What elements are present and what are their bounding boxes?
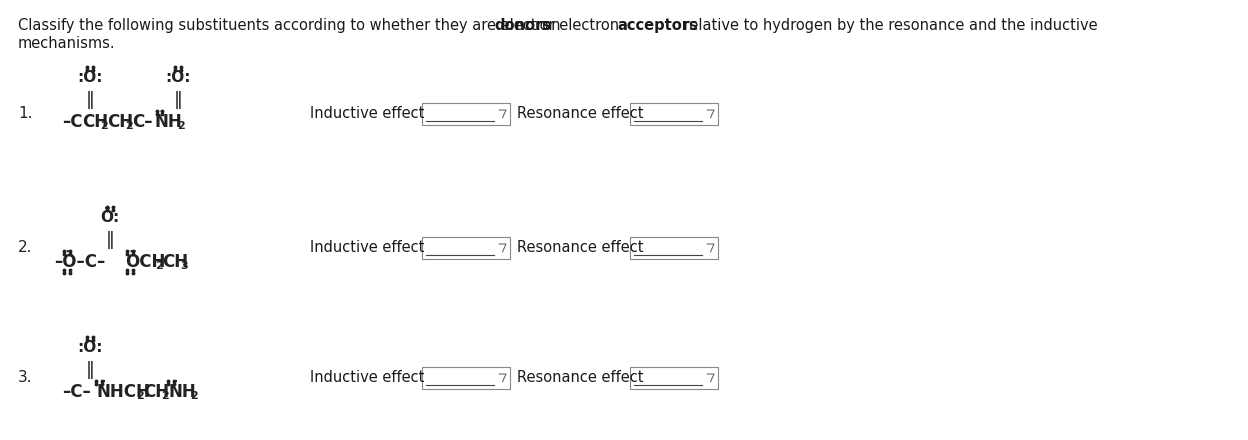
Text: –C: –C xyxy=(62,113,82,131)
Text: CH: CH xyxy=(144,383,170,401)
Text: ‖: ‖ xyxy=(86,91,95,109)
Text: 2: 2 xyxy=(155,261,162,271)
Text: 2: 2 xyxy=(100,121,107,131)
Text: mechanisms.: mechanisms. xyxy=(17,36,116,51)
FancyBboxPatch shape xyxy=(630,367,718,389)
FancyBboxPatch shape xyxy=(630,103,718,125)
Text: ÖCH: ÖCH xyxy=(125,253,166,271)
Text: :O:: :O: xyxy=(77,70,102,85)
Text: Resonance effect: Resonance effect xyxy=(517,370,644,385)
FancyBboxPatch shape xyxy=(630,237,718,259)
Text: Resonance effect: Resonance effect xyxy=(517,106,644,121)
Text: Inductive effect: Inductive effect xyxy=(310,241,424,256)
Text: –C–: –C– xyxy=(62,383,91,401)
Text: relative to hydrogen by the resonance and the inductive: relative to hydrogen by the resonance an… xyxy=(679,18,1097,33)
Text: 2: 2 xyxy=(136,391,144,401)
Text: ‖: ‖ xyxy=(106,231,115,249)
FancyBboxPatch shape xyxy=(422,367,510,389)
Text: Inductive effect: Inductive effect xyxy=(310,370,424,385)
Text: CH: CH xyxy=(82,113,109,131)
Text: 2: 2 xyxy=(190,391,197,401)
Text: or electron: or electron xyxy=(535,18,624,33)
Text: 2: 2 xyxy=(177,121,185,131)
Text: –Ö–C–: –Ö–C– xyxy=(54,253,105,271)
Text: ‖: ‖ xyxy=(173,91,182,109)
Text: 2.: 2. xyxy=(17,241,32,256)
Text: 1.: 1. xyxy=(17,106,32,121)
Text: 2: 2 xyxy=(161,391,168,401)
Text: Classify the following substituents according to whether they are electron: Classify the following substituents acco… xyxy=(17,18,565,33)
FancyBboxPatch shape xyxy=(422,237,510,259)
Text: acceptors: acceptors xyxy=(618,18,699,33)
FancyBboxPatch shape xyxy=(422,103,510,125)
Text: Inductive effect: Inductive effect xyxy=(310,106,424,121)
Text: :O:: :O: xyxy=(165,70,191,85)
Text: ṄH: ṄH xyxy=(168,383,196,401)
Text: CH: CH xyxy=(162,253,188,271)
Text: ‖: ‖ xyxy=(86,361,95,379)
Text: CH: CH xyxy=(107,113,134,131)
Text: ṄHCH: ṄHCH xyxy=(96,383,150,401)
Text: :O:: :O: xyxy=(77,341,102,356)
Text: 3.: 3. xyxy=(17,370,32,385)
Text: 2: 2 xyxy=(125,121,132,131)
Text: C–: C– xyxy=(132,113,152,131)
Text: ṄH: ṄH xyxy=(155,113,182,131)
Text: Ö:: Ö: xyxy=(100,210,120,225)
Text: 3: 3 xyxy=(180,261,187,271)
Text: Resonance effect: Resonance effect xyxy=(517,241,644,256)
Text: donors: donors xyxy=(494,18,552,33)
